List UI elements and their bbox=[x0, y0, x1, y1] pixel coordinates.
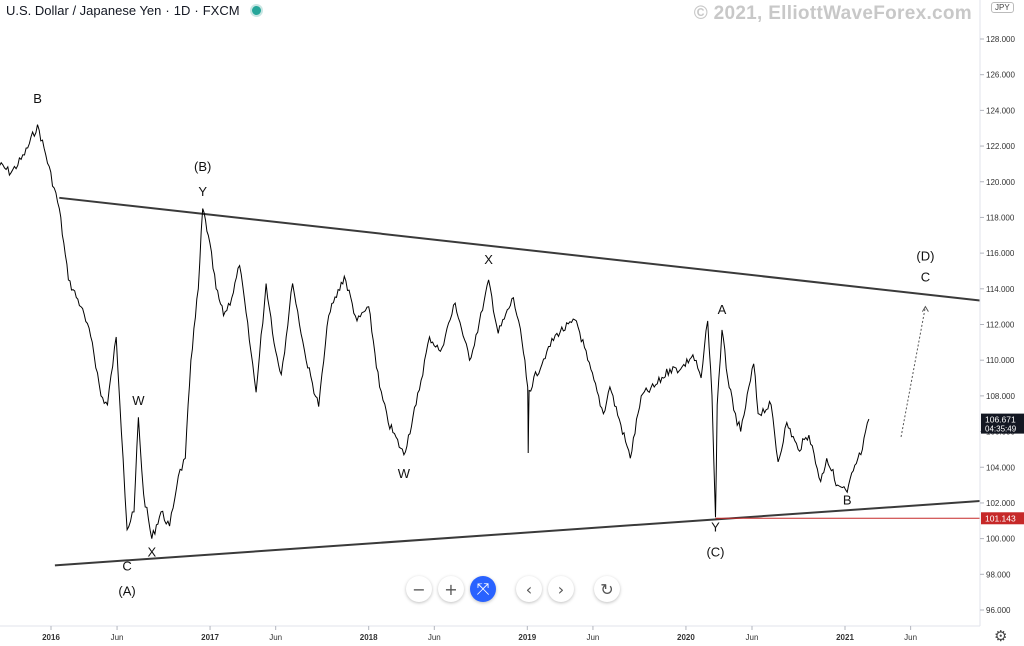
y-tick-label: 102.000 bbox=[986, 499, 1015, 508]
x-tick-label: Jun bbox=[428, 633, 441, 642]
x-tick-label: Jun bbox=[111, 633, 124, 642]
header-separator: · bbox=[165, 3, 170, 18]
x-tick-label: Jun bbox=[904, 633, 917, 642]
price-label-countdown: 04:35:49 bbox=[985, 425, 1017, 434]
chart-toolbar: − + ⤧ ‹ › ↻ bbox=[406, 576, 620, 602]
price-series-line bbox=[0, 124, 870, 539]
scroll-back-button[interactable]: ‹ bbox=[516, 576, 542, 602]
projection-arrowhead bbox=[921, 305, 929, 312]
y-tick-label: 126.000 bbox=[986, 71, 1015, 80]
x-tick-label: Jun bbox=[269, 633, 282, 642]
y-tick-label: 118.000 bbox=[986, 213, 1015, 222]
chevron-left-icon: ‹ bbox=[525, 579, 533, 599]
y-tick-label: 100.000 bbox=[986, 535, 1015, 544]
x-tick-label: 2017 bbox=[201, 633, 219, 642]
x-tick-label: 2018 bbox=[360, 633, 378, 642]
symbol-name: U.S. Dollar / Japanese Yen bbox=[6, 3, 162, 18]
zoom-in-button[interactable]: + bbox=[438, 576, 464, 602]
header-separator: · bbox=[194, 3, 199, 18]
minus-icon: − bbox=[412, 579, 426, 599]
y-tick-label: 112.000 bbox=[986, 321, 1015, 330]
wave-label: (C) bbox=[706, 544, 724, 559]
wave-label: (B) bbox=[194, 159, 211, 174]
y-tick-label: 96.000 bbox=[986, 606, 1011, 615]
y-tick-label: 108.000 bbox=[986, 392, 1015, 401]
current-price-badge bbox=[981, 413, 1024, 434]
trendlines-layer bbox=[54, 196, 981, 567]
zoom-out-button[interactable]: − bbox=[406, 576, 432, 602]
wave-labels-layer: B C (A) W X (B) Y W X A Y (C) B (D) C bbox=[33, 91, 934, 598]
price-label-value: 106.671 bbox=[985, 415, 1016, 425]
y-tick-label: 122.000 bbox=[986, 142, 1015, 151]
x-tick-label: 2021 bbox=[836, 633, 854, 642]
wave-label: B bbox=[33, 91, 42, 106]
y-tick-label: 116.000 bbox=[986, 249, 1015, 258]
wave-label: X bbox=[147, 544, 156, 559]
exchange-label: FXCM bbox=[202, 3, 240, 18]
reset-zoom-icon: ⤧ bbox=[476, 579, 490, 598]
x-tick-label: 2019 bbox=[518, 633, 536, 642]
wave-label: C bbox=[921, 270, 930, 285]
y-tick-label: 114.000 bbox=[986, 285, 1015, 294]
wave-label: B bbox=[843, 493, 852, 508]
refresh-icon: ↻ bbox=[600, 579, 614, 599]
scroll-forward-button[interactable]: › bbox=[548, 576, 574, 602]
y-tick-label: 124.000 bbox=[986, 106, 1015, 115]
currency-badge[interactable]: JPY bbox=[991, 2, 1014, 13]
interval-label: 1D bbox=[173, 3, 191, 18]
y-tick-label: 110.000 bbox=[986, 356, 1015, 365]
price-axis: 96.00098.000100.000102.000104.000106.000… bbox=[980, 35, 1015, 615]
market-status-icon bbox=[249, 4, 263, 17]
watermark: © 2021, ElliottWaveForex.com bbox=[693, 3, 972, 24]
x-tick-label: Jun bbox=[746, 633, 759, 642]
wave-label: (A) bbox=[118, 584, 135, 599]
plus-icon: + bbox=[444, 579, 458, 599]
y-tick-label: 98.000 bbox=[986, 570, 1011, 579]
symbol-header[interactable]: U.S. Dollar / Japanese Yen · 1D · FXCM bbox=[6, 3, 263, 18]
trendline-projection bbox=[900, 306, 926, 438]
wave-label: X bbox=[484, 252, 493, 267]
chevron-right-icon: › bbox=[557, 579, 565, 599]
wave-label: W bbox=[132, 393, 145, 408]
price-series-layer bbox=[0, 124, 870, 539]
trendline-lower bbox=[54, 499, 981, 567]
wave-label: (D) bbox=[916, 248, 934, 263]
y-tick-label: 120.000 bbox=[986, 178, 1015, 187]
x-tick-label: 2016 bbox=[42, 633, 60, 642]
reset-zoom-button[interactable]: ⤧ bbox=[470, 576, 496, 602]
wave-label: Y bbox=[711, 519, 720, 534]
settings-gear-icon[interactable]: ⚙ bbox=[994, 627, 1008, 645]
trendline-upper bbox=[59, 196, 981, 302]
wave-label: W bbox=[398, 466, 411, 481]
x-tick-label: Jun bbox=[586, 633, 599, 642]
wave-label: Y bbox=[198, 184, 207, 199]
wave-label: A bbox=[718, 302, 727, 317]
price-label-value: 101.143 bbox=[985, 513, 1016, 523]
reset-chart-button[interactable]: ↻ bbox=[594, 576, 620, 602]
y-tick-label: 104.000 bbox=[986, 463, 1015, 472]
x-tick-label: 2020 bbox=[677, 633, 695, 642]
time-axis: 2016 Jun 2017 Jun 2018 Jun 2019 Jun 2020 Jun 2021 J… bbox=[42, 626, 917, 642]
level-price-badge bbox=[981, 512, 1024, 525]
wave-label: C bbox=[122, 559, 131, 574]
y-tick-label: 128.000 bbox=[986, 35, 1015, 44]
